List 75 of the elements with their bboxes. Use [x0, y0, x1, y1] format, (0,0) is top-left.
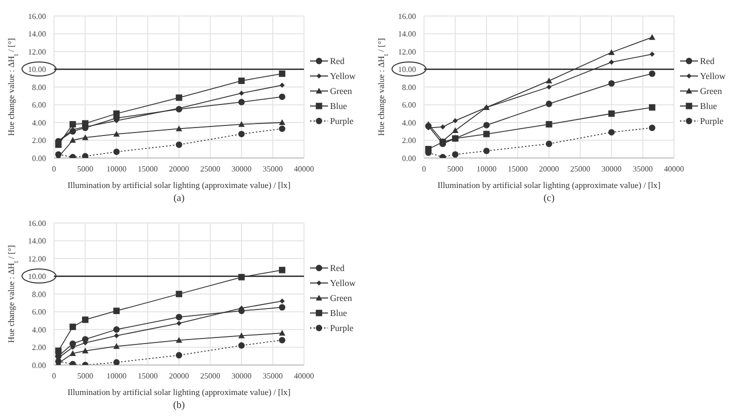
- text: (c): [542, 193, 556, 204]
- y-tick-label: 0.00: [402, 154, 416, 163]
- y-tick-label: 16.00: [398, 12, 416, 21]
- y-tick-label: 12.00: [398, 47, 416, 56]
- y-tick-label: 12.00: [28, 47, 46, 56]
- legend-label: Red: [330, 262, 344, 272]
- x-tick-label: 20000: [169, 164, 189, 174]
- x-tick-label: 15000: [508, 164, 528, 174]
- y-tick-label: 4.00: [402, 118, 416, 128]
- legend-label: Purple: [330, 322, 354, 332]
- x-tick-label: 25000: [200, 372, 220, 381]
- y-tick-label: 2.00: [32, 136, 46, 146]
- x-tick-label: 35000: [632, 164, 653, 174]
- legend-label: Red: [700, 56, 714, 66]
- y-tick-label: 14.00: [28, 236, 46, 246]
- y-tick-label: 10.00: [398, 65, 416, 74]
- x-axis-title: Illumination by artificial solar lighting (approximate value) / [lx]: [68, 180, 291, 190]
- x-tick-label: 10000: [106, 164, 126, 174]
- legend-label: Green: [330, 292, 352, 302]
- y-tick-label: 6.00: [402, 100, 416, 110]
- legend-label: Yellow: [330, 278, 356, 288]
- y-tick-label: 10.00: [28, 65, 46, 74]
- y-tick-label: 16.00: [28, 12, 46, 21]
- legend-label: Purple: [700, 116, 724, 126]
- x-tick-label: 10000: [106, 372, 126, 381]
- x-tick-label: 0: [52, 372, 56, 381]
- y-tick-label: 6.00: [32, 308, 46, 317]
- legend-label: Green: [330, 86, 352, 96]
- y-tick-label: 14.00: [398, 30, 416, 39]
- x-tick-label: 15000: [138, 164, 158, 174]
- legend-label: Yellow: [700, 70, 726, 80]
- y-tick-label: 6.00: [32, 100, 46, 110]
- y-tick-label: 8.00: [32, 290, 46, 299]
- x-tick-label: 40000: [294, 372, 314, 381]
- legend-label: Yellow: [330, 70, 356, 80]
- x-tick-label: 5000: [77, 164, 94, 174]
- y-tick-label: 8.00: [32, 82, 46, 92]
- x-tick-label: 35000: [262, 372, 283, 381]
- x-tick-label: 25000: [570, 164, 590, 174]
- x-tick-label: 30000: [602, 164, 622, 174]
- x-tick-label: 20000: [169, 372, 189, 381]
- y-tick-label: 2.00: [32, 343, 46, 352]
- y-tick-label: 4.00: [32, 118, 46, 128]
- legend-label: Red: [330, 56, 344, 66]
- y-tick-label: 14.00: [28, 30, 46, 39]
- y-tick-label: 12.00: [28, 254, 46, 264]
- x-tick-label: 30000: [232, 164, 252, 174]
- x-tick-label: 10000: [476, 164, 496, 174]
- x-tick-label: 40000: [294, 164, 314, 174]
- x-tick-label: 0: [52, 164, 56, 174]
- x-tick-label: 0: [422, 164, 426, 174]
- legend-label: Blue: [330, 308, 347, 318]
- x-tick-label: 20000: [539, 164, 559, 174]
- legend-label: Green: [700, 86, 722, 96]
- y-tick-label: 16.00: [28, 218, 46, 228]
- x-tick-label: 5000: [77, 372, 94, 381]
- x-tick-label: 30000: [232, 372, 252, 381]
- y-tick-label: 4.00: [32, 325, 46, 334]
- legend-label: Blue: [700, 100, 717, 110]
- legend-label: Blue: [330, 100, 347, 110]
- y-tick-label: 0.00: [32, 154, 46, 163]
- x-tick-label: 40000: [664, 164, 684, 174]
- x-tick-label: 35000: [262, 164, 283, 174]
- y-tick-label: 0.00: [32, 360, 46, 370]
- text: (b): [172, 400, 186, 411]
- y-tick-label: 8.00: [402, 82, 416, 92]
- x-tick-label: 25000: [200, 164, 220, 174]
- x-axis-title: Illumination by artificial solar lighting (approximate value) / [lx]: [68, 387, 291, 397]
- x-tick-label: 5000: [447, 164, 464, 174]
- x-axis-title: Illumination by artificial solar lighting (approximate value) / [lx]: [438, 180, 661, 190]
- y-tick-label: 2.00: [402, 136, 416, 146]
- text: (a): [172, 193, 186, 204]
- legend-label: Purple: [330, 116, 354, 126]
- y-tick-label: 10.00: [28, 272, 46, 282]
- x-tick-label: 15000: [138, 372, 158, 381]
